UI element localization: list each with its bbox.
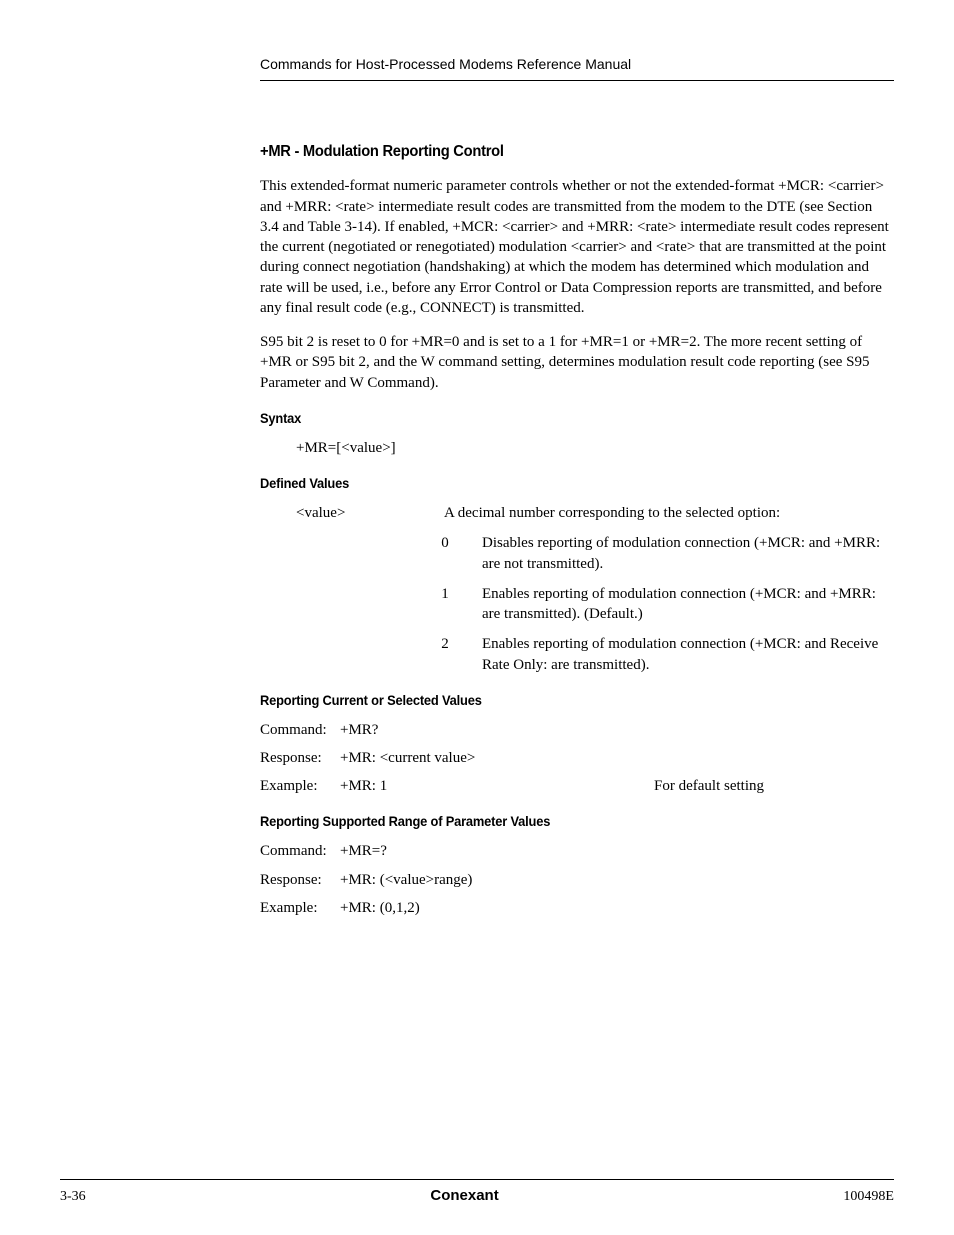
option-row: 1 Enables reporting of modulation connec… bbox=[408, 584, 894, 625]
footer-page-number: 3-36 bbox=[60, 1188, 86, 1207]
kv-value: +MR? bbox=[340, 720, 654, 740]
kv-note bbox=[654, 841, 894, 861]
kv-row: Example: +MR: (0,1,2) bbox=[260, 898, 894, 918]
footer-brand: Conexant bbox=[430, 1186, 498, 1206]
option-row: 0 Disables reporting of modulation conne… bbox=[408, 533, 894, 574]
paragraph: S95 bit 2 is reset to 0 for +MR=0 and is… bbox=[260, 332, 894, 393]
defined-values-heading: Defined Values bbox=[260, 474, 843, 493]
option-number: 0 bbox=[408, 533, 482, 574]
option-text: Disables reporting of modulation connect… bbox=[482, 533, 894, 574]
kv-note bbox=[654, 720, 894, 740]
kv-label: Example: bbox=[260, 776, 340, 796]
kv-row: Command: +MR=? bbox=[260, 841, 894, 861]
kv-value: +MR: (<value>range) bbox=[340, 870, 654, 890]
content-body: +MR - Modulation Reporting Control This … bbox=[260, 141, 894, 918]
option-number: 2 bbox=[408, 634, 482, 675]
kv-label: Example: bbox=[260, 898, 340, 918]
page: Commands for Host-Processed Modems Refer… bbox=[0, 0, 954, 1235]
kv-note bbox=[654, 870, 894, 890]
option-text: Enables reporting of modulation connecti… bbox=[482, 634, 894, 675]
section-title: +MR - Modulation Reporting Control bbox=[260, 141, 843, 163]
param-desc: A decimal number corresponding to the se… bbox=[444, 503, 894, 523]
syntax-text: +MR=[<value>] bbox=[296, 438, 894, 458]
kv-value: +MR: 1 bbox=[340, 776, 654, 796]
kv-value: +MR: (0,1,2) bbox=[340, 898, 654, 918]
kv-note: For default setting bbox=[654, 776, 894, 796]
kv-note bbox=[654, 898, 894, 918]
kv-row: Response: +MR: <current value> bbox=[260, 748, 894, 768]
kv-label: Command: bbox=[260, 720, 340, 740]
option-row: 2 Enables reporting of modulation connec… bbox=[408, 634, 894, 675]
kv-label: Command: bbox=[260, 841, 340, 861]
kv-label: Response: bbox=[260, 748, 340, 768]
kv-value: +MR: <current value> bbox=[340, 748, 654, 768]
page-footer: 3-36 Conexant 100498E bbox=[60, 1179, 894, 1207]
kv-row: Command: +MR? bbox=[260, 720, 894, 740]
option-number: 1 bbox=[408, 584, 482, 625]
kv-note bbox=[654, 748, 894, 768]
footer-doc-id: 100498E bbox=[843, 1188, 894, 1207]
kv-row: Response: +MR: (<value>range) bbox=[260, 870, 894, 890]
page-header: Commands for Host-Processed Modems Refer… bbox=[260, 55, 894, 81]
reporting-supported-heading: Reporting Supported Range of Parameter V… bbox=[260, 812, 843, 831]
syntax-heading: Syntax bbox=[260, 409, 843, 428]
reporting-current-heading: Reporting Current or Selected Values bbox=[260, 691, 843, 710]
kv-label: Response: bbox=[260, 870, 340, 890]
kv-row: Example: +MR: 1 For default setting bbox=[260, 776, 894, 796]
option-text: Enables reporting of modulation connecti… bbox=[482, 584, 894, 625]
paragraph: This extended-format numeric parameter c… bbox=[260, 176, 894, 318]
defined-value-row: <value> A decimal number corresponding t… bbox=[296, 503, 894, 523]
kv-value: +MR=? bbox=[340, 841, 654, 861]
param-name: <value> bbox=[296, 503, 444, 523]
